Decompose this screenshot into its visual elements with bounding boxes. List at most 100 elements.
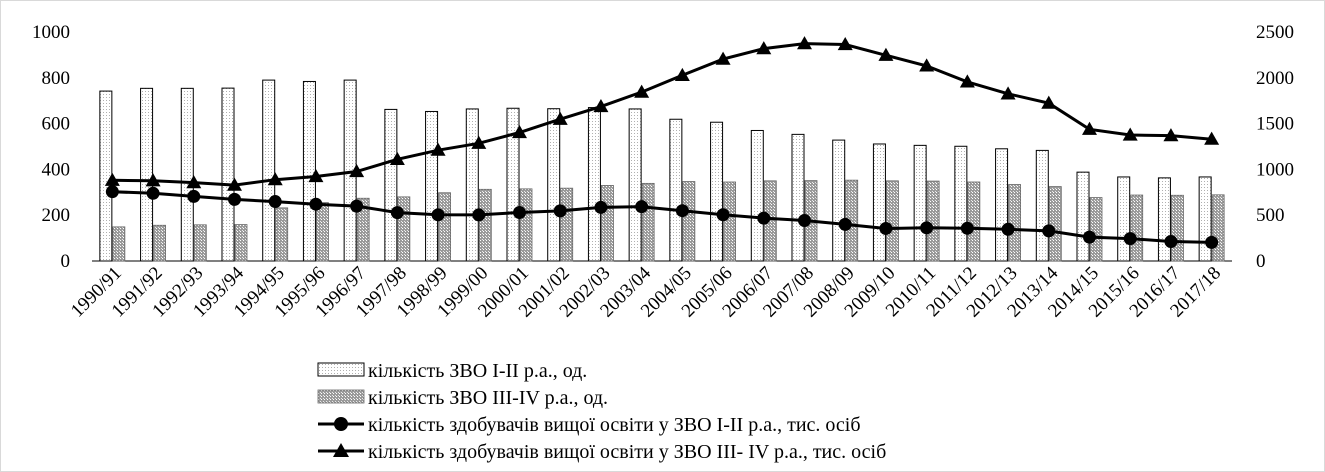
point-students-zvo-3-4-1999/00	[471, 135, 487, 149]
point-students-zvo-1-2-1990/91	[105, 185, 119, 199]
bar-zvo-1-2-1991/92	[140, 87, 154, 262]
point-students-zvo-1-2-1996/97	[350, 199, 364, 213]
bar-zvo-3-4-1995/96	[316, 202, 329, 262]
point-students-zvo-1-2-2013/14	[1042, 224, 1056, 238]
point-students-zvo-3-4-2008/09	[837, 36, 853, 51]
left-y-tick-label: 200	[42, 205, 71, 226]
left-y-tick-label: 400	[42, 159, 71, 180]
bar-zvo-3-4-2017/18	[1211, 194, 1225, 262]
lines-layer	[104, 36, 1220, 249]
point-students-zvo-3-4-1991/92	[145, 173, 161, 187]
bar-zvo-1-2-2006/07	[750, 129, 764, 262]
point-students-zvo-1-2-1995/96	[309, 197, 323, 211]
bar-zvo-3-4-1991/92	[153, 224, 166, 262]
legend-label: кількість ЗВО ІІІ-IV р.а., од.	[368, 387, 608, 409]
point-students-zvo-3-4-1994/95	[267, 172, 283, 186]
bar-zvo-3-4-1996/97	[356, 197, 370, 262]
point-students-zvo-1-2-1994/95	[268, 195, 282, 209]
left-y-tick-label: 1000	[32, 22, 70, 43]
bar-zvo-1-2-1997/98	[384, 108, 398, 262]
point-students-zvo-1-2-2016/17	[1164, 234, 1178, 248]
bars-layer	[99, 79, 1225, 262]
point-students-zvo-3-4-2016/17	[1163, 128, 1179, 142]
point-students-zvo-3-4-2006/07	[756, 41, 772, 55]
bar-zvo-1-2-2000/01	[506, 107, 520, 262]
bar-zvo-3-4-1993/94	[234, 224, 248, 262]
bar-zvo-3-4-1992/93	[193, 224, 207, 262]
point-students-zvo-1-2-1991/92	[146, 186, 160, 200]
point-students-zvo-3-4-2014/15	[1082, 121, 1097, 135]
legend-circle-marker-icon	[334, 417, 348, 431]
line-students-zvo-3-4	[112, 42, 1212, 187]
point-students-zvo-1-2-2003/04	[635, 200, 649, 214]
bar-zvo-1-2-1994/95	[262, 79, 276, 262]
bar-zvo-3-4-2003/04	[641, 182, 655, 262]
right-y-tick-label: 1500	[1256, 114, 1294, 135]
point-students-zvo-3-4-2009/10	[878, 47, 894, 61]
point-students-zvo-3-4-1990/91	[104, 172, 120, 186]
point-students-zvo-3-4-1995/96	[308, 168, 324, 183]
point-students-zvo-1-2-1992/93	[187, 189, 201, 203]
point-students-zvo-3-4-1996/97	[349, 164, 365, 178]
point-students-zvo-1-2-1993/94	[228, 192, 241, 206]
bar-zvo-1-2-1993/94	[221, 87, 235, 262]
bar-zvo-3-4-2016/17	[1171, 194, 1184, 262]
bar-zvo-3-4-2001/02	[560, 187, 574, 262]
bar-zvo-1-2-1990/91	[99, 90, 113, 262]
bar-zvo-3-4-2011/12	[967, 181, 981, 262]
bar-zvo-3-4-1994/95	[275, 207, 289, 262]
point-students-zvo-3-4-2004/05	[674, 67, 690, 81]
bar-zvo-3-4-1998/99	[438, 192, 451, 262]
point-students-zvo-3-4-2012/13	[1000, 86, 1016, 100]
point-students-zvo-3-4-1998/99	[430, 142, 446, 156]
bar-zvo-3-4-1999/00	[478, 188, 492, 262]
point-students-zvo-3-4-2011/12	[959, 74, 975, 88]
legend-swatch-zvo-3-4	[317, 389, 365, 404]
point-students-zvo-1-2-2014/15	[1083, 230, 1096, 244]
point-students-zvo-1-2-2017/18	[1205, 235, 1219, 249]
right-y-tick-label: 2500	[1256, 22, 1294, 43]
point-students-zvo-3-4-1992/93	[186, 175, 202, 189]
point-students-zvo-1-2-2004/05	[675, 204, 689, 218]
legend-triangle-marker-icon	[333, 443, 349, 457]
point-students-zvo-3-4-2007/08	[797, 36, 812, 50]
bar-zvo-3-4-1997/98	[397, 196, 411, 262]
bar-zvo-1-2-2008/09	[832, 139, 846, 262]
point-students-zvo-1-2-2001/02	[553, 204, 567, 218]
point-students-zvo-3-4-2017/18	[1204, 131, 1220, 145]
bar-zvo-1-2-1995/96	[302, 80, 316, 262]
bar-zvo-1-2-2005/06	[710, 121, 724, 262]
point-students-zvo-1-2-2002/03	[594, 200, 608, 214]
bar-zvo-1-2-2014/15	[1076, 171, 1090, 262]
bar-zvo-1-2-2002/03	[587, 107, 601, 262]
bar-zvo-1-2-2004/05	[669, 118, 683, 262]
bar-zvo-3-4-2013/14	[1048, 186, 1062, 262]
legend-label: кількість здобувачів вищої освіти у ЗВО …	[368, 441, 886, 463]
bar-zvo-1-2-2009/10	[872, 143, 886, 262]
point-students-zvo-3-4-2005/06	[715, 51, 731, 65]
point-students-zvo-1-2-2015/16	[1123, 232, 1137, 246]
legend: кількість ЗВО І-ІІ р.а., од. кількість ЗВ…	[317, 360, 886, 463]
bar-zvo-1-2-2001/02	[547, 108, 561, 262]
point-students-zvo-1-2-2009/10	[879, 221, 893, 235]
bar-zvo-3-4-2002/03	[601, 185, 614, 262]
point-students-zvo-1-2-1997/98	[390, 206, 404, 220]
left-y-tick-label: 0	[61, 251, 71, 272]
point-students-zvo-1-2-2011/12	[960, 221, 974, 235]
point-students-zvo-1-2-2010/11	[920, 221, 934, 235]
point-students-zvo-1-2-2007/08	[798, 214, 811, 228]
bar-zvo-3-4-2000/01	[519, 188, 533, 262]
point-students-zvo-1-2-2008/09	[838, 217, 852, 231]
point-students-zvo-3-4-2013/14	[1041, 95, 1057, 109]
bar-zvo-1-2-1992/93	[180, 87, 194, 262]
bar-zvo-3-4-2015/16	[1130, 194, 1144, 262]
left-y-tick-label: 800	[42, 68, 71, 89]
bar-zvo-1-2-2015/16	[1117, 176, 1131, 262]
right-y-tick-label: 500	[1256, 205, 1285, 226]
point-students-zvo-1-2-2006/07	[757, 211, 771, 225]
bar-zvo-3-4-1990/91	[112, 226, 126, 262]
point-students-zvo-3-4-2002/03	[593, 99, 609, 113]
bar-zvo-3-4-2009/10	[886, 180, 899, 262]
